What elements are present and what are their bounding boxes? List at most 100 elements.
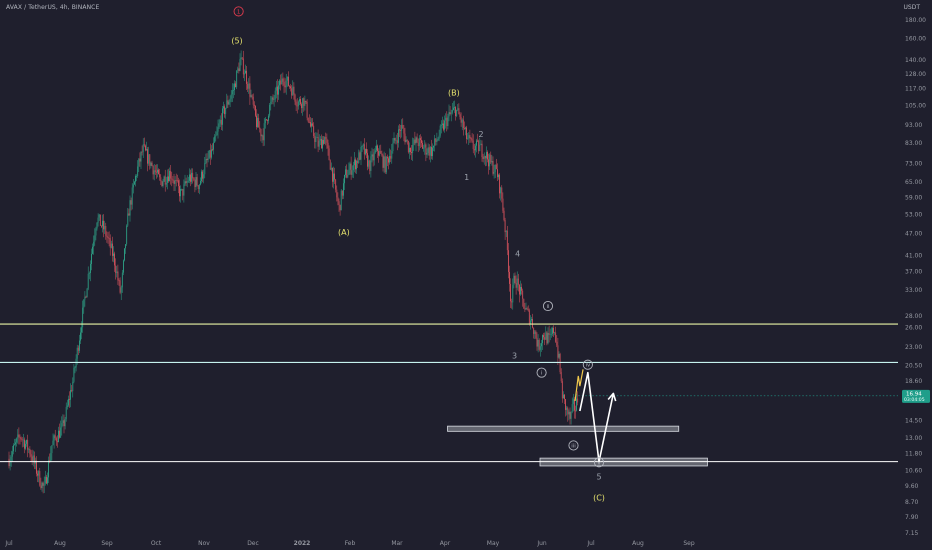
candle-body bbox=[417, 142, 419, 147]
price-tick-label: 59.00 bbox=[905, 194, 922, 201]
candle-body bbox=[281, 78, 283, 85]
candle-body bbox=[117, 271, 119, 281]
wave-label-4: 4 bbox=[515, 249, 520, 258]
candle-body bbox=[557, 345, 559, 358]
candle-body bbox=[373, 152, 375, 161]
candle-body bbox=[112, 243, 113, 256]
candle-body bbox=[146, 149, 147, 151]
candle-body bbox=[179, 186, 180, 197]
candle-body bbox=[478, 140, 480, 152]
candle-body bbox=[488, 159, 489, 167]
candle-body bbox=[494, 164, 496, 172]
price-tick-label: 18.60 bbox=[905, 378, 922, 385]
candle-body bbox=[259, 127, 261, 130]
candle-body bbox=[83, 299, 85, 308]
candle-body bbox=[17, 434, 19, 439]
candle-body bbox=[107, 237, 109, 238]
candle-body bbox=[268, 115, 269, 121]
current-price-countdown: 03:04:05 bbox=[904, 397, 925, 403]
candle-body bbox=[209, 150, 211, 158]
candle-body bbox=[53, 435, 55, 441]
candle-body bbox=[423, 147, 425, 149]
candle-body bbox=[70, 390, 71, 400]
candle-body bbox=[61, 423, 63, 428]
candle-body bbox=[378, 151, 379, 156]
candle-body bbox=[382, 155, 384, 168]
candle-body bbox=[43, 483, 45, 486]
candle-body bbox=[149, 154, 151, 166]
price-tick-label: 26.00 bbox=[905, 325, 922, 332]
candle-body bbox=[327, 142, 329, 149]
candle-body bbox=[178, 180, 179, 187]
candle-body bbox=[148, 154, 150, 164]
candle-body bbox=[29, 448, 31, 455]
candle-body bbox=[214, 136, 216, 143]
symbol-title: AVAX / TetherUS, 4h, BINANCE bbox=[6, 4, 100, 11]
wave-label-2: 2 bbox=[478, 130, 483, 139]
wave-circle-iii bbox=[568, 440, 579, 451]
candle-body bbox=[387, 156, 388, 159]
candle-body bbox=[554, 332, 555, 334]
candle-body bbox=[196, 177, 198, 186]
time-axis[interactable]: Jul Aug Sep Oct Nov Dec 2022 Feb Mar Apr May Jun Jul… bbox=[4, 540, 694, 547]
price-tick-label: 37.00 bbox=[905, 269, 922, 276]
candle-body bbox=[467, 138, 469, 140]
candle-body bbox=[132, 184, 134, 188]
candle-body bbox=[79, 340, 80, 351]
candle-body bbox=[127, 213, 129, 226]
candle-body bbox=[528, 310, 530, 324]
candle-body bbox=[577, 398, 579, 403]
candle-body bbox=[522, 290, 524, 299]
price-tick-label: 93.00 bbox=[905, 122, 922, 129]
candle-body bbox=[295, 101, 297, 106]
candle-body bbox=[185, 181, 187, 184]
candle-body bbox=[447, 116, 449, 127]
candle-body bbox=[211, 149, 212, 158]
candle-body bbox=[186, 180, 188, 184]
candle-body bbox=[472, 140, 474, 150]
candle-body bbox=[85, 296, 87, 298]
candle-body bbox=[405, 139, 407, 143]
candle-body bbox=[151, 162, 153, 166]
candle-body bbox=[347, 175, 349, 178]
candle-body bbox=[459, 114, 461, 117]
candle-body bbox=[425, 144, 427, 155]
candle-body bbox=[251, 95, 253, 97]
candle-body bbox=[121, 272, 123, 288]
price-axis[interactable]: 180.00 160.00 140.00 128.00 117.00 105.00 93.0… bbox=[902, 17, 930, 537]
time-tick-label: Aug bbox=[54, 540, 66, 547]
candle-body bbox=[274, 90, 276, 100]
candle-body bbox=[222, 108, 223, 125]
time-tick-label: Oct bbox=[151, 540, 162, 547]
candle-body bbox=[564, 394, 565, 400]
candle-body bbox=[175, 180, 177, 181]
candle-body bbox=[534, 331, 536, 334]
candle-body bbox=[323, 139, 324, 144]
candle-body bbox=[523, 298, 525, 309]
candle-body bbox=[437, 138, 439, 141]
candle-body bbox=[80, 332, 81, 341]
wave-label-ii: ii bbox=[546, 304, 550, 310]
current-price-badge[interactable] bbox=[902, 389, 930, 403]
candle-body bbox=[126, 225, 128, 245]
price-tick-label: 7.15 bbox=[905, 530, 919, 537]
candle-body bbox=[134, 181, 135, 185]
candle-body bbox=[286, 76, 288, 81]
candle-body bbox=[104, 226, 106, 230]
candle-body bbox=[409, 147, 410, 153]
candle-body bbox=[380, 151, 382, 154]
candle-body bbox=[434, 138, 436, 146]
candle-body bbox=[307, 117, 309, 122]
candle-body bbox=[176, 180, 178, 181]
candle-body bbox=[306, 102, 308, 118]
candle-body bbox=[18, 434, 20, 438]
candle-body bbox=[524, 308, 526, 310]
candle-body bbox=[426, 152, 428, 155]
candle-body bbox=[263, 123, 265, 141]
candle-body bbox=[291, 88, 293, 96]
candle-body bbox=[469, 135, 471, 139]
time-tick-label: Feb bbox=[345, 540, 356, 547]
candle-body bbox=[280, 80, 282, 85]
candle-body bbox=[231, 90, 233, 95]
